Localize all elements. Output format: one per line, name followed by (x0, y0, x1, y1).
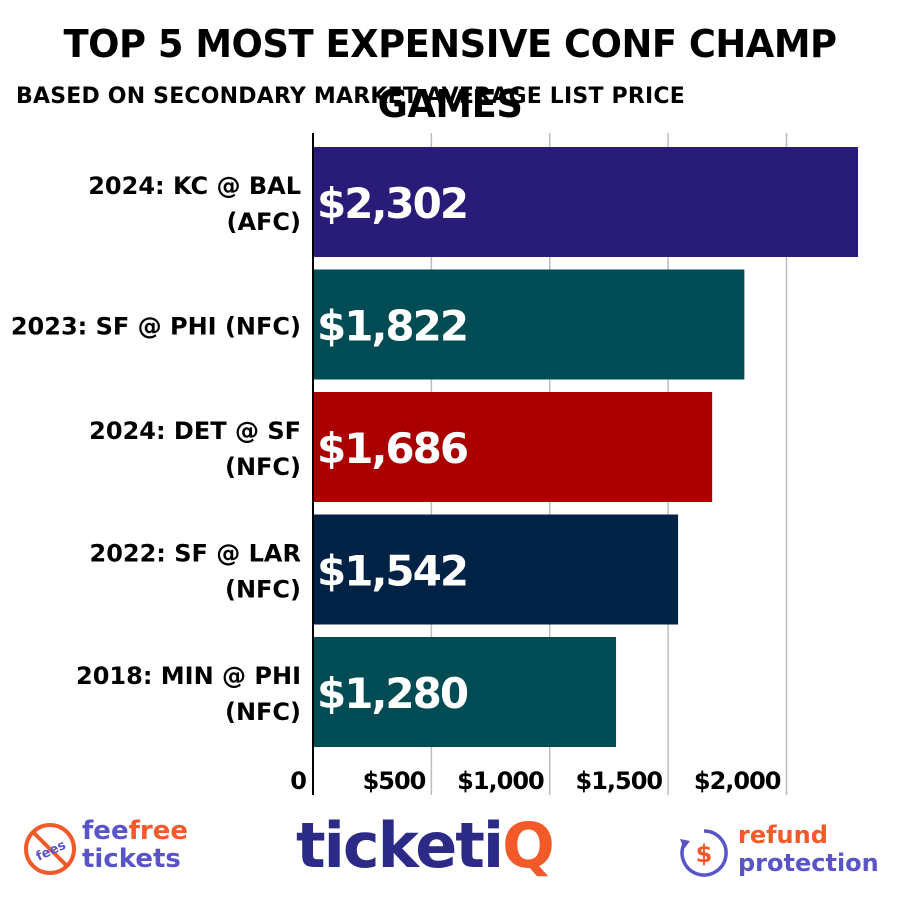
bar (313, 269, 745, 380)
bar-value-label: $1,822 (317, 302, 467, 351)
ticketiq-logo-graphic: ticketiQ (296, 809, 555, 882)
refund-cycle-icon: $ (680, 829, 728, 877)
bars: $2,302 $1,822 $1,686 $1,542 $1,280 (313, 147, 858, 747)
category-label: (AFC) (226, 208, 301, 236)
ticketiq-logo: ticketiQ (296, 805, 616, 895)
protection-word: protection (738, 849, 879, 877)
category-label: (NFC) (225, 698, 301, 726)
bar-value-label: $2,302 (317, 179, 467, 228)
category-label: 2024: KC @ BAL (88, 172, 301, 200)
category-label: (NFC) (225, 576, 301, 604)
chart-title: TOP 5 MOST EXPENSIVE CONF CHAMP GAMES (63, 22, 837, 126)
x-axis-ticks: 0 $500 $1,000 $1,500 $2,000 (290, 767, 781, 795)
chart-subtitle: BASED ON SECONDARY MARKET AVERAGE LIST P… (16, 84, 685, 109)
bar (313, 392, 713, 502)
category-label: 2023: SF @ PHI (NFC) (11, 313, 301, 341)
category-label: 2022: SF @ LAR (90, 540, 302, 568)
category-label: 2024: DET @ SF (89, 417, 301, 445)
fee-word: fee (82, 816, 129, 846)
footer: fees feefree tickets ticketiQ $ refund p… (0, 805, 900, 900)
refund-protection-badge: $ refund protection (678, 819, 888, 889)
x-tick-label: $2,000 (694, 767, 781, 795)
fee-free-text: feefree tickets (82, 817, 188, 873)
bar-value-label: $1,542 (317, 547, 467, 596)
free-word: free (128, 816, 188, 846)
bar (313, 637, 617, 747)
tickets-word: tickets (82, 844, 181, 874)
refund-word: refund (738, 821, 828, 849)
svg-text:ticketiQ: ticketiQ (296, 809, 553, 882)
x-tick-label: $1,500 (576, 767, 663, 795)
fee-free-badge: fees feefree tickets (22, 815, 212, 885)
logo-ticketi: ticketi (296, 809, 502, 882)
bar-value-label: $1,686 (317, 424, 467, 473)
refund-protection-text: refund protection (738, 821, 879, 877)
dollar-icon-symbol: $ (696, 840, 713, 868)
no-fees-icon: fees (24, 823, 76, 875)
x-tick-label: $1,000 (457, 767, 544, 795)
logo-q: Q (502, 809, 553, 882)
x-tick-label: 0 (290, 767, 306, 795)
bar (313, 514, 679, 625)
bar-value-label: $1,280 (317, 669, 468, 718)
bar-chart: $2,302 $1,822 $1,686 $1,542 $1,280 2024: KC … (11, 133, 858, 795)
category-label: (NFC) (225, 453, 301, 481)
category-labels: 2024: KC @ BAL (AFC) 2023: SF @ PHI (NFC) 2… (11, 172, 301, 726)
bar (313, 147, 858, 257)
x-tick-label: $500 (363, 767, 426, 795)
category-label: 2018: MIN @ PHI (76, 662, 301, 690)
